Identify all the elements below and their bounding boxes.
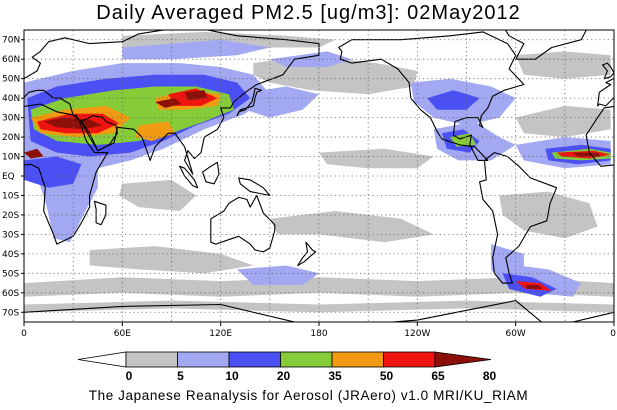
lat-tick-label: 50N [2, 75, 20, 85]
lon-tick-label: 0 [610, 329, 616, 339]
coastline-borneo [202, 161, 220, 185]
lat-tick-label: 70N [2, 36, 20, 46]
pm25-region-taklamakan [155, 98, 182, 108]
map-plot-area [23, 29, 615, 323]
coastline-new-guinea [238, 177, 271, 197]
lat-tick-label: 70S [2, 308, 19, 318]
colorbar-swatch [228, 351, 281, 368]
pm25-region-south-pacific [237, 265, 319, 285]
coastline-madagascar [93, 200, 107, 226]
pm25-region-west-africa-max [24, 148, 44, 159]
pm25-band-indian-ocean [119, 179, 197, 211]
coastline-arabia-overlay [80, 115, 118, 152]
lon-tick-label: 120W [404, 329, 430, 339]
colorbar-level-label: 5 [177, 369, 184, 383]
colorbar-level-label: 50 [380, 369, 394, 383]
lat-tick-label: 50S [2, 269, 19, 279]
pm25-region-patagonia-max [525, 285, 542, 289]
coastline-uk [601, 62, 614, 80]
colorbar-swatch [280, 351, 333, 368]
lon-tick-label: 60W [505, 329, 525, 339]
lat-tick-label: 40S [2, 250, 19, 260]
pm25-region-atlantic-max [573, 152, 601, 157]
lat-tick-label: 30N [2, 114, 20, 124]
lon-tick-label: 60E [114, 329, 131, 339]
coastline-south-america [479, 152, 558, 284]
longitude-tick-labels: 0 60E 120E 180 120W 60W 0 [21, 322, 616, 339]
pm25-band-south-indian [89, 246, 254, 274]
footer-credit: The Japanese Reanalysis for Aerosol (JRA… [88, 388, 529, 403]
pm25-band-tropical-pacific [319, 148, 434, 169]
coastline-antarctica-edge [24, 300, 614, 322]
latitude-tick-labels: 70N 60N 50N 40N 30N 20N 10N EQ 10S 20S 30S 40S 50S 60… [2, 36, 24, 318]
pm25-region-siberia [122, 39, 270, 60]
colorbar-level-label: 80 [483, 369, 497, 383]
pm25-band-central-atlantic [515, 105, 611, 138]
map-title: Daily Averaged PM2.5 [ug/m3]: 02May2012 [96, 2, 521, 24]
colorbar-arrow-high [434, 351, 492, 368]
colorbar-level-label: 65 [431, 369, 445, 383]
lat-tick-label: 10S [2, 191, 19, 201]
coastline-australia [210, 194, 276, 253]
lat-tick-label: 60S [2, 289, 19, 299]
colorbar-level-label: 20 [277, 369, 291, 383]
colorbar-level-label: 10 [225, 369, 239, 383]
lon-tick-label: 180 [310, 329, 327, 339]
lat-tick-label: 20N [2, 133, 20, 143]
lat-tick-label: 20S [2, 211, 19, 221]
pm25-band-north-atlantic [515, 51, 611, 79]
pm25-region-west-us [427, 90, 480, 110]
colorbar-swatch [177, 351, 230, 368]
colorbar-level-label: 35 [328, 369, 342, 383]
lon-tick-label: 0 [21, 329, 27, 339]
pm25-region-sahara-west [24, 156, 82, 188]
lat-tick-label: EQ [2, 172, 15, 182]
pm25-region-pacific-plume [237, 86, 319, 118]
lat-tick-label: 60N [2, 55, 20, 65]
colorbar-arrow-low [77, 351, 127, 368]
colorbar-swatch [331, 351, 384, 368]
lat-tick-label: 30S [2, 230, 19, 240]
colorbar-level-label: 0 [126, 369, 133, 383]
pm25-region-gobi-max [184, 90, 208, 101]
coastline-japan [236, 87, 263, 117]
coastline-africa [24, 103, 109, 245]
colorbar-legend: 0 5 10 20 35 50 65 80 [77, 351, 497, 383]
coastline-eurasia [24, 30, 320, 175]
colorbar-swatch [125, 351, 178, 368]
colorbar-swatch [383, 351, 436, 368]
lat-tick-label: 10N [2, 153, 20, 163]
lon-tick-label: 120E [209, 329, 232, 339]
lat-tick-label: 40N [2, 94, 20, 104]
lat-lon-gridlines [24, 30, 614, 322]
